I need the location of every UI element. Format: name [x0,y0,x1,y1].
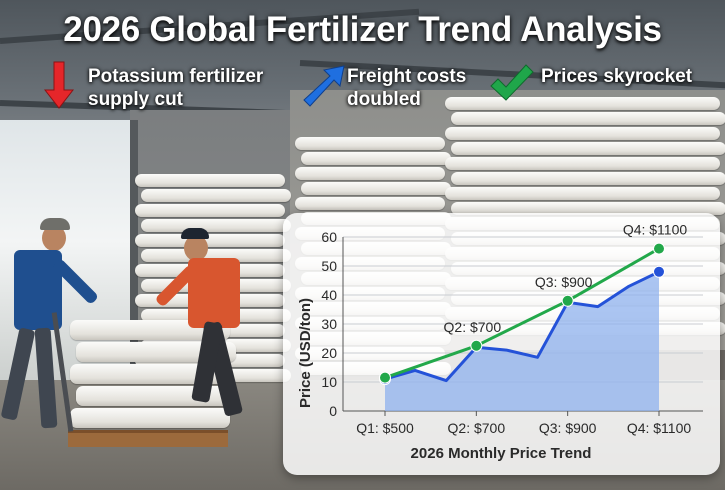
data-point [653,242,665,255]
y-tick-label: 10 [321,374,337,390]
y-tick-label: 40 [321,287,337,303]
arrow-up-right-icon [303,65,345,107]
data-point [561,294,574,307]
y-tick-label: 60 [321,229,337,245]
y-tick-label: 20 [321,345,337,361]
callout-freight: Freight costs doubled [347,65,466,111]
chart-panel: 0 10 20 30 40 50 60 Q1: $500 Q2: $700 Q3: $900 Q4… [283,213,720,475]
data-label: Q3: $900 [535,274,593,290]
data-point [653,265,665,278]
y-tick-label: 50 [321,258,337,274]
callout-line: supply cut [88,89,184,110]
price-trend-chart: 0 10 20 30 40 50 60 Q1: $500 Q2: $700 Q3: $900 Q4… [297,222,703,462]
check-icon [490,64,534,101]
callout-line: Potassium fertilizer [88,66,264,87]
series-line [384,247,660,380]
y-tick-label: 30 [321,316,337,332]
callout-supply-cut: Potassium fertilizer supply cut [88,65,263,111]
page-title: 2026 Global Fertilizer Trend Analysis [63,10,662,49]
x-tick-label: Q4: $1100 [627,420,692,436]
x-tick-label: Q1: $500 [356,420,414,436]
y-tick-label: 0 [329,403,337,419]
pallet [68,430,228,447]
callout-line: doubled [347,89,421,110]
x-tick-label: Q2: $700 [448,420,506,436]
data-label: Q2: $700 [444,319,502,335]
x-axis-label: 2026 Monthly Price Trend [411,445,592,462]
callout-prices: Prices skyrocket [541,65,692,88]
arrow-down-icon [43,61,75,109]
data-point [379,371,391,384]
x-axis-ticks: Q1: $500 Q2: $700 Q3: $900 Q4: $1100 [356,411,691,436]
data-point [470,339,483,352]
y-axis-ticks: 0 10 20 30 40 50 60 [321,229,337,419]
series-line [384,270,660,383]
callout-line: Prices skyrocket [541,66,693,87]
data-label: Q4: $1100 [623,222,688,238]
callout-line: Freight costs [347,66,467,87]
y-axis-label: Price (USD/ton) [297,298,314,408]
plot-area: Q2: $700 Q3: $900 Q4: $1100 [379,222,688,411]
x-tick-label: Q3: $900 [539,420,597,436]
